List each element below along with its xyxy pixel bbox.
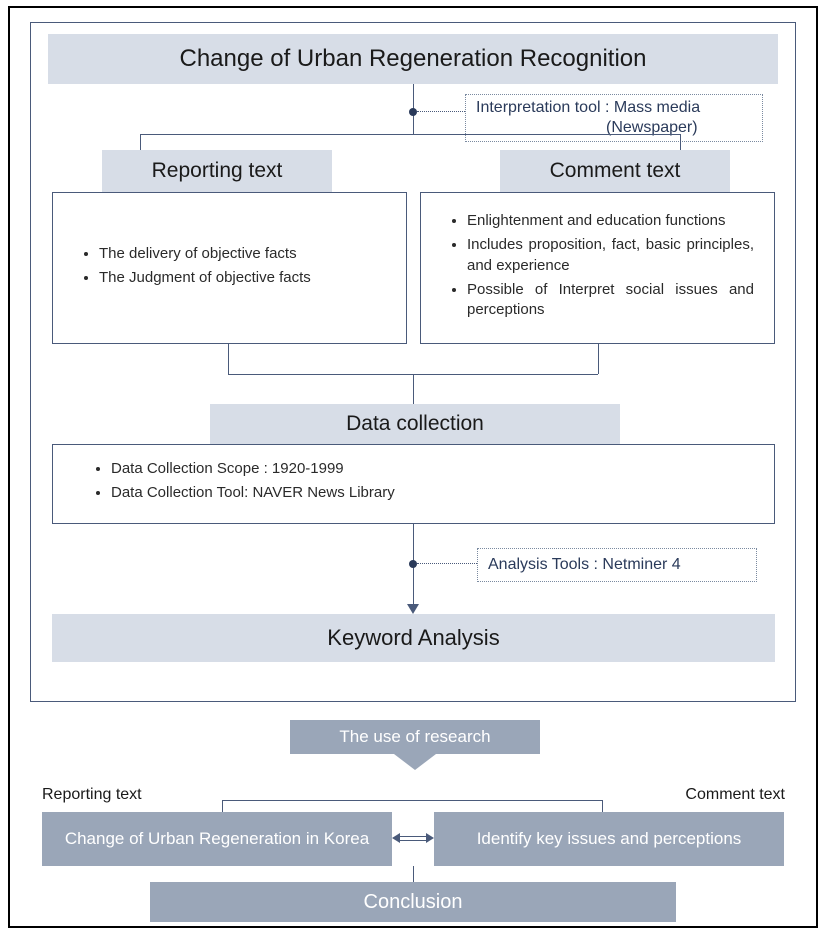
connector-line [228,344,229,374]
keyword-analysis-box: Keyword Analysis [52,614,775,662]
list-item: The Judgment of objective facts [99,268,311,288]
data-collection-header-text: Data collection [346,412,484,436]
arrowhead-down-icon [407,604,419,614]
data-collection-header: Data collection [210,404,620,444]
list-item: Includes proposition, fact, basic princi… [467,235,754,276]
list-item: Enlightenment and education functions [467,211,754,231]
title-bar: Change of Urban Regeneration Recognition [48,34,778,84]
comment-header-text: Comment text [550,159,681,183]
conclusion-box: Conclusion [150,882,676,922]
connector-line [413,866,414,882]
bottom-box-right: Identify key issues and perceptions [434,812,784,866]
comment-header: Comment text [500,150,730,192]
connector-line [140,134,141,150]
bottom-box-left: Change of Urban Regeneration in Korea [42,812,392,866]
annotation-line: (Newspaper) [476,118,752,138]
connector-dot-icon [409,108,417,116]
connector-line [602,800,603,812]
annotation-text: Analysis Tools : Netminer 4 [488,556,681,574]
bottom-label-left: Reporting text [42,786,142,804]
title-text: Change of Urban Regeneration Recognition [180,45,647,73]
connector-line [222,800,223,812]
list-item: Data Collection Scope : 1920-1999 [111,459,754,479]
annotation-analysis-tools: Analysis Tools : Netminer 4 [477,548,757,582]
comment-body: Enlightenment and education functions In… [420,192,775,344]
connector-line [222,800,602,801]
bottom-label-right: Comment text [685,786,785,804]
connector-dotted-line [417,563,477,564]
connector-dot-icon [409,560,417,568]
chevron-arrow-icon: The use of research [290,720,540,776]
annotation-line: Interpretation tool : Mass media [476,98,752,118]
connector-line [140,134,680,135]
list-item: The delivery of objective facts [99,244,311,264]
bottom-box-right-text: Identify key issues and perceptions [477,828,742,849]
list-item: Possible of Interpret social issues and … [467,280,754,321]
reporting-body: The delivery of objective facts The Judg… [52,192,407,344]
reporting-header-text: Reporting text [152,159,283,183]
connector-line [680,134,681,150]
bottom-box-left-text: Change of Urban Regeneration in Korea [65,828,369,849]
conclusion-text: Conclusion [364,891,463,914]
list-item: Data Collection Tool: NAVER News Library [111,483,754,503]
use-of-research-text: The use of research [339,727,490,747]
double-arrow-icon [392,838,434,840]
connector-line [598,344,599,374]
keyword-analysis-text: Keyword Analysis [327,625,499,651]
connector-dotted-line [417,111,465,112]
data-collection-body: Data Collection Scope : 1920-1999 Data C… [52,444,775,524]
connector-line [413,374,414,404]
reporting-header: Reporting text [102,150,332,192]
